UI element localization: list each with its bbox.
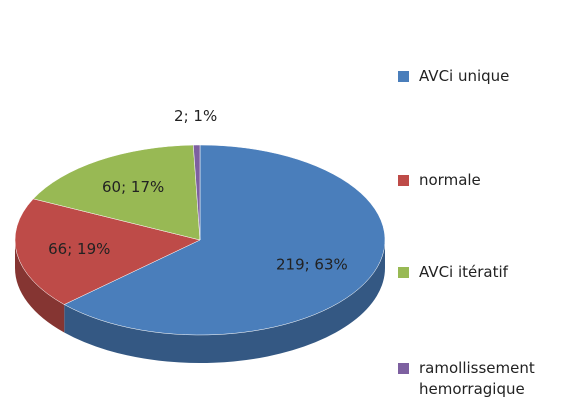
slice [193, 144, 201, 241]
legend-label: ramollissement hemorragique [419, 359, 535, 398]
slice [32, 144, 201, 241]
data-label: 60; 17% [102, 178, 164, 196]
legend-item: AVCi itératif [398, 262, 569, 283]
legend-item: ramollissement hemorragique [398, 358, 569, 400]
legend-item: normale [398, 170, 569, 191]
legend-swatch [398, 175, 409, 186]
chart: 219; 63% 66; 19% 60; 17% 2; 1% [14, 107, 386, 363]
data-label: 66; 19% [48, 240, 110, 258]
data-label: 219; 63% [276, 256, 348, 274]
legend-label: AVCi unique [419, 67, 510, 85]
slice [63, 144, 386, 336]
legend-swatch [398, 267, 409, 278]
slice [14, 198, 201, 305]
legend-label: normale [419, 171, 481, 189]
data-label: 2; 1% [174, 107, 217, 125]
slice-side [64, 240, 385, 363]
legend-label: AVCi itératif [419, 263, 508, 281]
legend-swatch [398, 363, 409, 374]
slice-side [15, 240, 65, 333]
legend-swatch [398, 71, 409, 82]
legend-item: AVCi unique [398, 66, 569, 87]
